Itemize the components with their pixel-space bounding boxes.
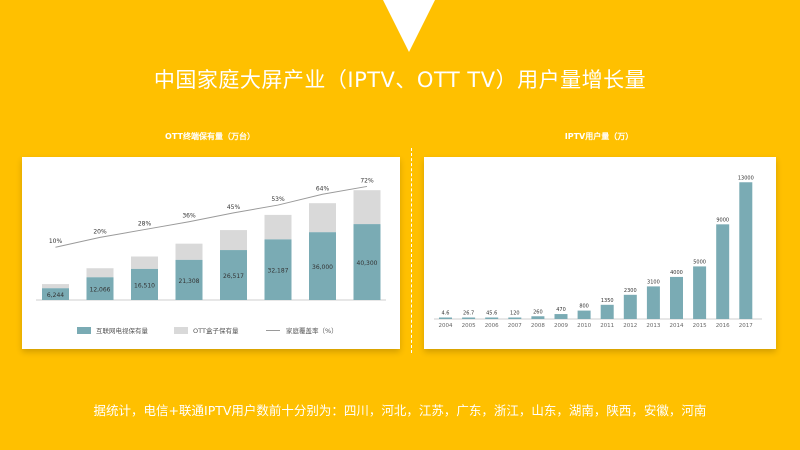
iptv-chart-title: IPTV用户量（万） [564, 132, 634, 141]
iptv-value-label: 45.6 [486, 311, 497, 317]
coverage-rate-label: 53% [271, 196, 285, 203]
ott-chart: 6,244 12,066 16,510 21,308 26,517 32,187 36,00… [36, 177, 386, 335]
internet-tv-value-label: 12,066 [90, 287, 111, 294]
ott-box-bar [353, 190, 381, 225]
iptv-bar [508, 317, 522, 319]
coverage-rate-line [55, 185, 368, 248]
iptv-bar [670, 276, 683, 319]
iptv-value-label: 470 [556, 307, 566, 313]
top-notch-shape [383, 0, 435, 52]
iptv-bar [554, 314, 568, 319]
coverage-rate-label: 20% [93, 228, 107, 235]
iptv-bar [600, 304, 614, 319]
internet-tv-bar [264, 239, 292, 300]
iptv-bar [739, 182, 753, 319]
dashed-divider [411, 148, 412, 353]
iptv-bar [577, 310, 591, 319]
internet-tv-value-label: 40,300 [357, 260, 378, 267]
year-tick-label: 2005 [462, 323, 476, 329]
year-tick-label: 2011 [600, 323, 614, 329]
coverage-rate-label: 45% [227, 204, 241, 211]
iptv-bar [623, 294, 637, 319]
legend-internet-tv-label: 互联网电视保有量 [96, 326, 149, 335]
iptv-value-label: 2300 [624, 288, 637, 294]
year-tick-label: 2013 [646, 323, 660, 329]
iptv-bar [485, 317, 499, 319]
page-title: 中国家庭大屏产业（IPTV、OTT TV）用户量增长量 [153, 68, 647, 92]
year-tick-label: 2016 [716, 323, 730, 329]
internet-tv-value-label: 26,517 [223, 273, 244, 280]
iptv-bar [646, 286, 660, 319]
internet-tv-bar [220, 250, 247, 300]
coverage-rate-label: 28% [138, 221, 152, 228]
internet-tv-value-label: 36,000 [312, 264, 333, 271]
year-tick-label: 2017 [739, 323, 753, 329]
iptv-value-label: 5000 [693, 259, 706, 265]
legend-internet-tv-swatch [77, 327, 91, 334]
ott-box-bar [309, 203, 336, 233]
internet-tv-value-label: 21,308 [179, 278, 200, 285]
internet-tv-bar [353, 224, 381, 300]
internet-tv-value-label: 16,510 [134, 282, 155, 289]
iptv-bar [531, 316, 545, 319]
year-tick-label: 2004 [439, 323, 453, 329]
iptv-value-label: 1350 [601, 298, 614, 304]
ott-box-bar [264, 214, 292, 240]
iptv-bar [439, 317, 452, 319]
internet-tv-bar [42, 288, 69, 300]
iptv-value-label: 4.6 [442, 311, 450, 317]
iptv-value-label: 4000 [670, 270, 683, 276]
iptv-value-label: 13000 [738, 175, 754, 181]
iptv-value-label: 3100 [647, 279, 660, 285]
year-tick-label: 2006 [485, 323, 499, 329]
internet-tv-value-label: 32,187 [268, 268, 289, 275]
internet-tv-bar [309, 232, 336, 300]
internet-tv-bar [175, 259, 203, 300]
year-tick-label: 2009 [554, 323, 568, 329]
iptv-chart: 4.6 2004 26.7 2005 45.6 2006 120 2007 260 2008 470… [434, 175, 762, 329]
year-tick-label: 2008 [531, 323, 545, 329]
ott-box-bar [220, 230, 247, 251]
footer-note: 据统计，电信+联通IPTV用户数前十分别为：四川，河北，江苏，广东，浙江，山东，… [93, 403, 707, 418]
legend-ott-box-swatch [174, 327, 188, 334]
year-tick-label: 2015 [693, 323, 707, 329]
year-tick-label: 2014 [670, 323, 684, 329]
legend-ott-box-label: OTT盒子保有量 [193, 326, 239, 335]
iptv-value-label: 26.7 [463, 311, 474, 317]
year-tick-label: 2007 [508, 323, 522, 329]
coverage-rate-label: 72% [360, 177, 374, 184]
internet-tv-value-label: 6,244 [47, 292, 64, 299]
year-tick-label: 2012 [623, 323, 637, 329]
iptv-bar [716, 224, 730, 319]
ott-box-bar [131, 256, 158, 269]
internet-tv-bar [86, 277, 114, 300]
iptv-value-label: 800 [579, 304, 589, 310]
iptv-bar [693, 266, 707, 319]
legend-coverage-label: 家庭覆盖率（%） [286, 326, 338, 335]
coverage-rate-label: 10% [49, 238, 63, 245]
coverage-rate-label: 36% [182, 213, 196, 220]
iptv-chart-panel: 4.6 2004 26.7 2005 45.6 2006 120 2007 260 2008 470… [424, 157, 776, 349]
internet-tv-bar [131, 268, 158, 300]
year-tick-label: 2010 [577, 323, 591, 329]
iptv-value-label: 120 [510, 311, 520, 317]
coverage-rate-label: 64% [316, 185, 330, 192]
ott-box-bar [42, 284, 69, 289]
iptv-bar [462, 317, 476, 319]
ott-box-bar [86, 268, 114, 278]
ott-box-bar [175, 243, 203, 260]
iptv-value-label: 9000 [716, 217, 729, 223]
ott-chart-title: OTT终端保有量（万台） [165, 132, 255, 141]
iptv-value-label: 260 [533, 309, 543, 315]
ott-chart-panel: 6,244 12,066 16,510 21,308 26,517 32,187 36,00… [22, 157, 400, 349]
